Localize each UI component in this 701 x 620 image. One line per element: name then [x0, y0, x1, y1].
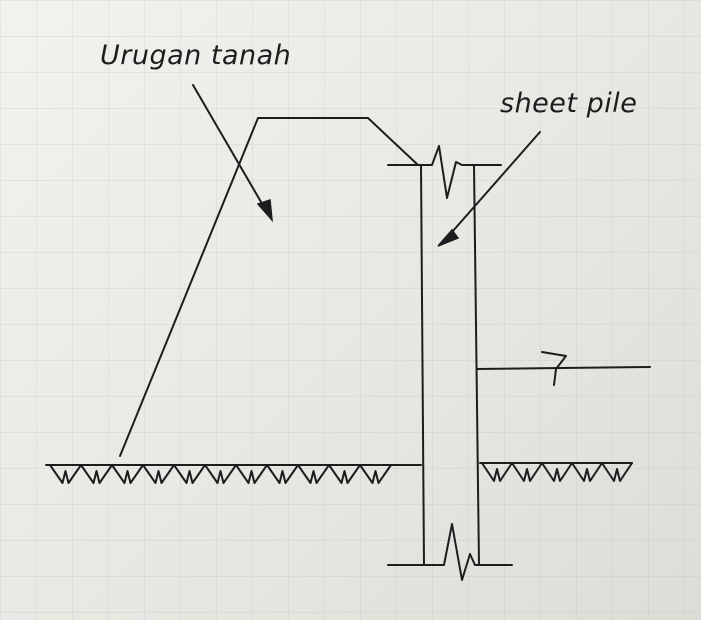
top-break-line — [387, 145, 502, 199]
soil-hatching — [481, 462, 633, 482]
sheet-pile-label-arrow — [437, 131, 541, 247]
water-level-symbol — [541, 351, 567, 386]
sheet-pile — [387, 145, 513, 581]
fill-label-arrow — [192, 84, 273, 223]
ground-right — [479, 462, 633, 482]
bottom-break-line — [387, 523, 513, 581]
ground-left — [45, 464, 422, 484]
water-level — [476, 351, 651, 386]
water-level-line — [476, 366, 651, 370]
pile-left-edge — [420, 164, 425, 566]
embankment-outline — [119, 117, 419, 457]
fill-label: Urugan tanah — [100, 40, 291, 71]
sheet-pile-label: sheet pile — [500, 88, 637, 119]
pile-right-edge — [473, 164, 480, 566]
soil-hatching — [49, 464, 392, 484]
